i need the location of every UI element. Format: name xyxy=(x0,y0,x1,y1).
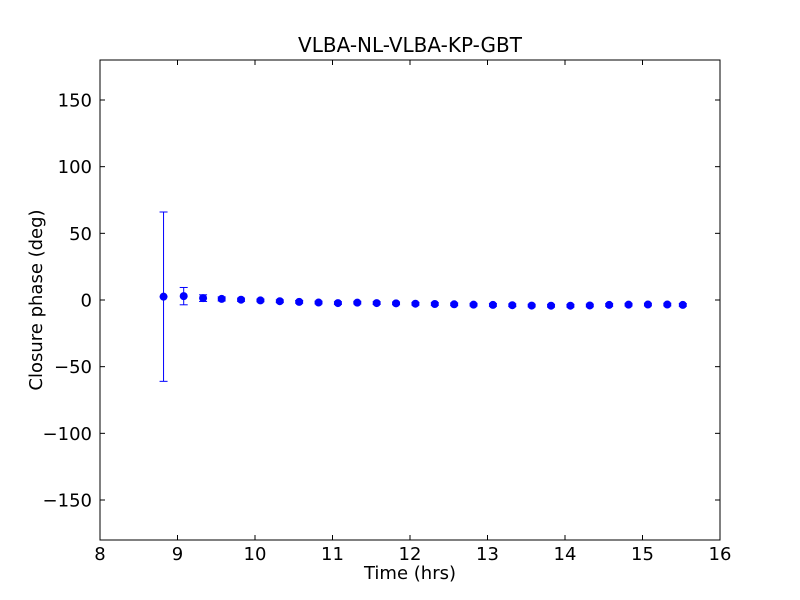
data-point xyxy=(508,301,517,310)
axes-layer: 8 9 10 11 12 13 14 15 16 −150 −100 −50 0 50 100 150 xyxy=(43,59,732,565)
data-point xyxy=(256,296,265,305)
x-tick-label: 12 xyxy=(399,544,422,565)
data-point xyxy=(547,301,556,310)
x-tick-label: 15 xyxy=(631,544,654,565)
data-point xyxy=(450,300,459,309)
data-point xyxy=(566,301,575,310)
data-point xyxy=(527,301,536,310)
chart-title: VLBA-NL-VLBA-KP-GBT xyxy=(298,33,523,57)
x-tick-label: 13 xyxy=(476,544,499,565)
y-tick-label: 0 xyxy=(81,291,92,312)
data-point xyxy=(333,299,342,308)
data-point xyxy=(411,299,420,308)
data-point xyxy=(237,295,246,304)
y-axis-label: Closure phase (deg) xyxy=(26,209,47,390)
data-point xyxy=(275,297,284,306)
y-tick-label: −150 xyxy=(43,491,92,512)
x-tick-label: 14 xyxy=(554,544,577,565)
data-point xyxy=(469,300,478,309)
x-axis-label: Time (hrs) xyxy=(363,563,456,584)
data-point xyxy=(663,300,672,309)
data-point xyxy=(430,300,439,308)
data-point xyxy=(605,300,614,309)
y-tick-label: 100 xyxy=(58,157,92,178)
data-point xyxy=(585,301,594,310)
x-tick-label: 9 xyxy=(172,544,183,565)
data-point xyxy=(353,298,362,307)
y-tick-label: 150 xyxy=(58,91,92,112)
data-point xyxy=(199,294,208,303)
data-point xyxy=(217,294,226,303)
x-tick-label: 8 xyxy=(94,544,105,565)
data-point xyxy=(392,299,401,308)
data-point xyxy=(488,300,497,309)
y-tick-label: −50 xyxy=(54,357,92,378)
x-tick-label: 16 xyxy=(709,544,732,565)
data-point xyxy=(159,292,168,301)
data-point xyxy=(314,298,323,307)
y-tick-label: 50 xyxy=(69,224,92,245)
data-point xyxy=(643,300,652,309)
y-tick-label: −100 xyxy=(43,424,92,445)
data-series-layer xyxy=(159,211,687,382)
axes-frame xyxy=(99,59,721,541)
data-point xyxy=(624,300,633,309)
data-point xyxy=(678,300,687,309)
x-tick-label: 10 xyxy=(244,544,267,565)
data-point xyxy=(179,292,188,301)
data-point xyxy=(295,297,304,306)
data-point xyxy=(372,299,381,308)
x-tick-label: 11 xyxy=(321,544,344,565)
